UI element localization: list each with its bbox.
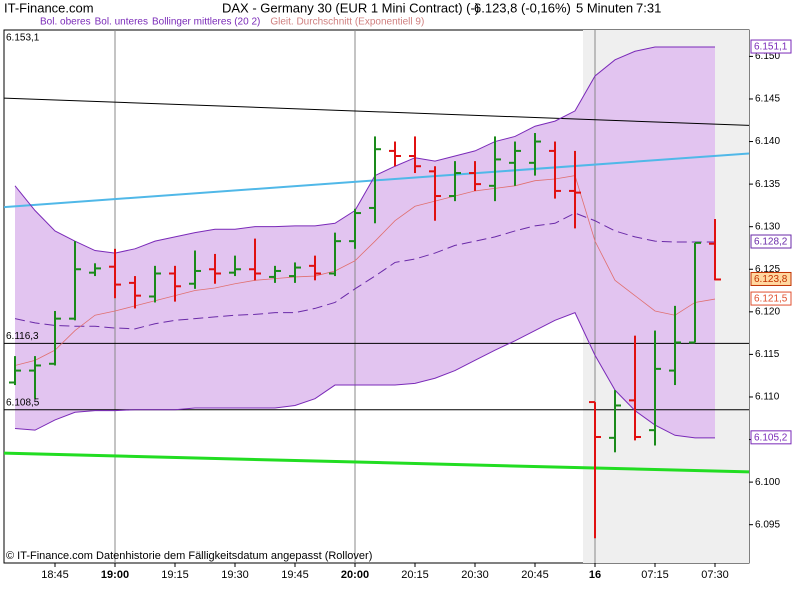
y-tick-label: 6.095 xyxy=(755,519,780,530)
x-tick-label: 20:00 xyxy=(341,569,369,581)
last-value-label-box xyxy=(750,39,792,54)
clock: 7:31 xyxy=(636,0,661,15)
level-label: 6.116,3 xyxy=(6,331,39,342)
x-tick-label: 20:45 xyxy=(521,569,549,581)
y-tick-label: 6.110 xyxy=(755,392,780,403)
y-tick-label: 6.130 xyxy=(755,221,780,232)
indicator-line xyxy=(14,46,715,254)
plot-layer xyxy=(3,30,753,567)
ylim-label: 6.153,1 xyxy=(6,33,40,44)
level-label: 6.108,5 xyxy=(6,397,40,408)
chart-title: DAX - Germany 30 (EUR 1 Mini Contract) (… xyxy=(222,0,479,15)
close-label: 6.123,8 xyxy=(754,274,788,285)
y-tick-label: 6.140 xyxy=(755,136,780,147)
x-tick-label: 19:15 xyxy=(161,569,189,581)
trend-line xyxy=(3,451,750,474)
legend-entry: Bol. unteres xyxy=(95,17,148,28)
legend-entry: Bollinger mittleres (20 2) xyxy=(152,17,260,28)
x-tick-label: 16 xyxy=(589,569,601,581)
last-value-label-box xyxy=(750,291,792,306)
y-tick-label: 6.100 xyxy=(755,477,780,488)
x-tick-label: 20:30 xyxy=(461,569,489,581)
y-tick-label: 6.145 xyxy=(755,94,780,105)
x-tick-label: 07:30 xyxy=(701,569,729,581)
trend-line xyxy=(3,97,750,126)
y-tick-label: 6.120 xyxy=(755,306,780,317)
x-tick-label: 19:00 xyxy=(101,569,129,581)
band-fill xyxy=(15,47,715,438)
close-label-box xyxy=(750,271,792,286)
last-value-label-box xyxy=(750,430,792,445)
trend-line xyxy=(3,152,750,209)
indicator-line xyxy=(14,212,715,330)
interval: 5 Minuten xyxy=(576,0,633,15)
legend-entry: Bol. oberes xyxy=(40,17,91,28)
y-tick-label: 6.135 xyxy=(755,179,780,190)
price: 6.123,8 (-0,16%) xyxy=(474,0,571,15)
last-value-label: 6.121,5 xyxy=(754,294,788,305)
indicator-line xyxy=(14,312,715,439)
x-tick-label: 19:30 xyxy=(221,569,249,581)
footer: © IT-Finance.com Datenhistorie dem Fälli… xyxy=(6,550,372,562)
legend-entry: Gleit. Durchschnitt (Exponentiell 9) xyxy=(270,17,424,28)
y-tick-label: 6.125 xyxy=(755,264,780,275)
y-tick-label: 6.115 xyxy=(755,349,780,360)
last-value-label-box xyxy=(750,234,792,249)
x-tick-label: 20:15 xyxy=(401,569,429,581)
last-value-label: 6.128,2 xyxy=(754,237,788,248)
x-tick-label: 18:45 xyxy=(41,569,69,581)
x-tick-label: 19:45 xyxy=(281,569,309,581)
y-tick-label: 6.150 xyxy=(755,51,780,62)
last-value-label: 6.105,2 xyxy=(754,432,788,443)
x-tick-label: 07:15 xyxy=(641,569,669,581)
indicator-line xyxy=(14,175,716,366)
site-name: IT-Finance.com xyxy=(4,0,94,15)
last-value-label: 6.151,1 xyxy=(754,42,788,53)
